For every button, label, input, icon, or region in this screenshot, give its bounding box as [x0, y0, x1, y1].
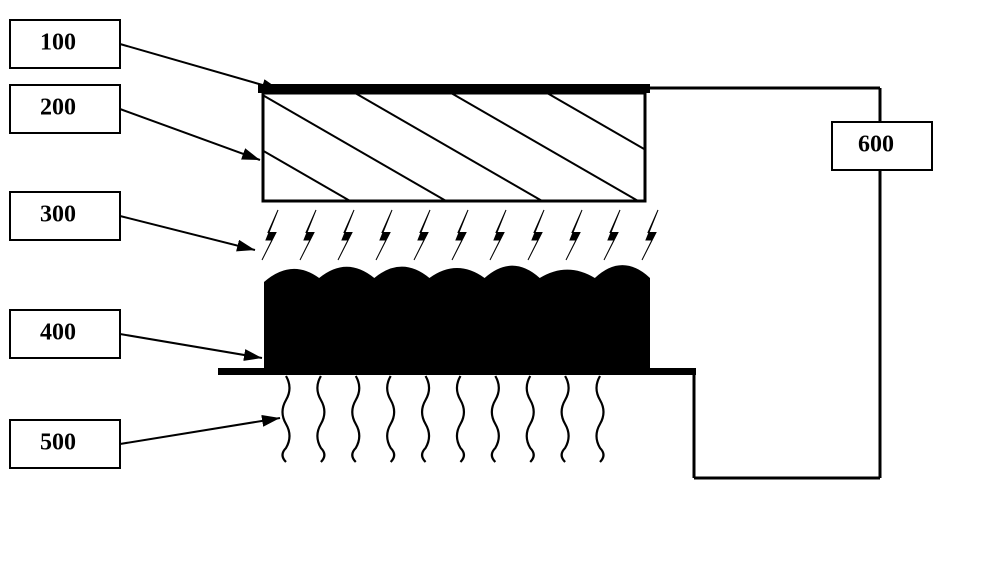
black-layer	[264, 265, 650, 368]
diagram-svg: 100 200 300 400 500 600	[0, 0, 1000, 563]
label-arrow-300	[120, 216, 255, 250]
label-arrow-400	[120, 334, 262, 358]
label-arrow-100	[120, 44, 280, 90]
lightning-row	[262, 210, 658, 260]
label-text-600: 600	[858, 132, 894, 158]
label-text-100: 100	[40, 30, 76, 56]
label-arrow-500	[120, 418, 280, 444]
bottom-electrode	[218, 368, 696, 375]
hatched-layer	[263, 93, 645, 201]
label-text-200: 200	[40, 95, 76, 121]
waves-row	[283, 376, 604, 462]
label-text-400: 400	[40, 320, 76, 346]
label-text-300: 300	[40, 202, 76, 228]
label-text-500: 500	[40, 430, 76, 456]
label-arrow-200	[120, 109, 260, 160]
